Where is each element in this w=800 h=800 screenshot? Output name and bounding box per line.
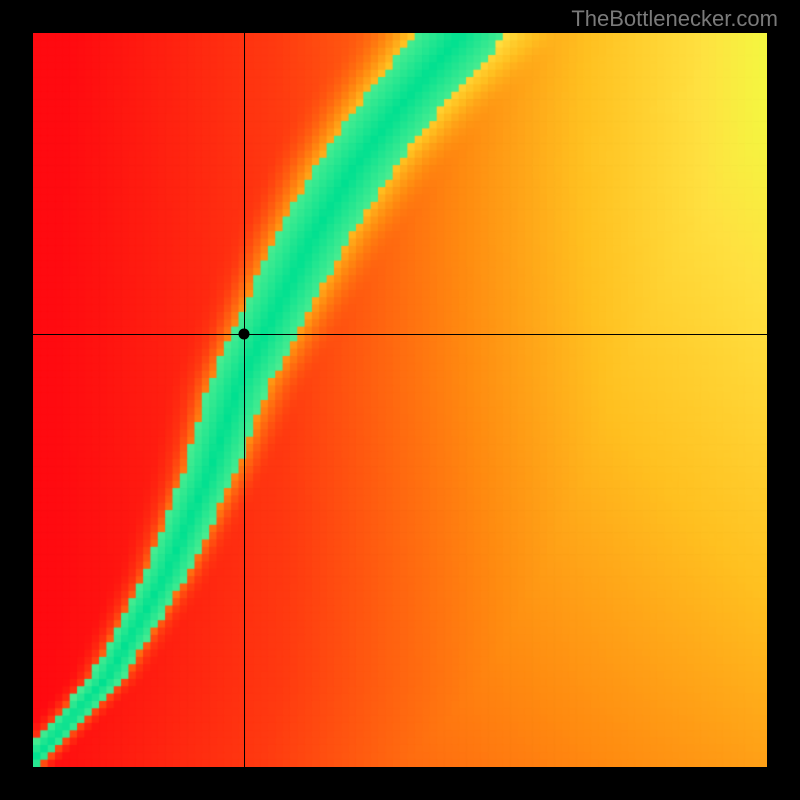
crosshair-vertical (244, 33, 245, 767)
heatmap-plot (33, 33, 767, 767)
watermark-text: TheBottlenecker.com (571, 6, 778, 32)
crosshair-horizontal (33, 334, 767, 335)
bottleneck-marker (238, 328, 249, 339)
heatmap-canvas (33, 33, 767, 767)
